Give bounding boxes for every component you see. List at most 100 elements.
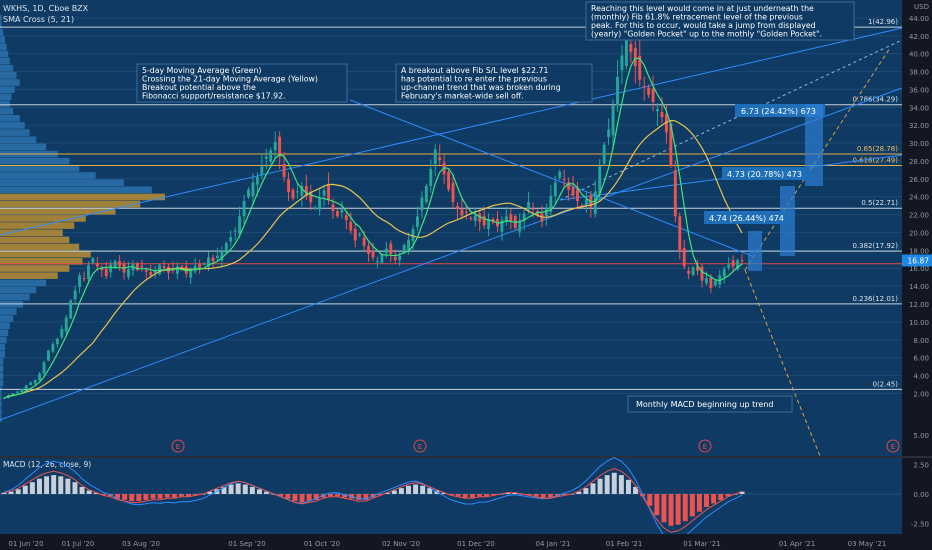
fib-level-label: 1(42.96) [868, 18, 898, 26]
candle-body [135, 263, 139, 271]
macd-tick-label: 2.50 [913, 462, 929, 470]
earnings-marker[interactable] [886, 439, 900, 453]
candle-body [664, 114, 668, 133]
candle-body [335, 211, 339, 217]
candle-body [367, 245, 370, 254]
candle-body [322, 190, 326, 196]
candle-body [709, 278, 713, 288]
macd-histogram-bar [661, 494, 667, 523]
candle-body [51, 344, 55, 352]
earnings-marker[interactable] [413, 439, 427, 453]
macd-histogram-bar [164, 494, 170, 498]
macd-histogram-bar [15, 489, 21, 494]
date-axis[interactable] [0, 534, 932, 550]
candle-body [593, 191, 597, 214]
volume-profile-bar [0, 64, 14, 72]
candle-body [527, 202, 531, 210]
volume-profile-bar [0, 308, 17, 315]
candle-body [344, 215, 348, 220]
volume-profile-bar [0, 286, 37, 294]
earnings-marker-label: E [176, 443, 180, 451]
candle-body [211, 257, 215, 262]
candle-body [104, 268, 108, 277]
candle-body [113, 261, 117, 268]
macd-histogram-bar [129, 494, 135, 502]
macd-tick-label: 5.00 [913, 432, 929, 440]
candle-body [42, 362, 46, 374]
candle-body [624, 40, 628, 67]
candle-body [78, 275, 82, 287]
macd-histogram-bar [533, 494, 539, 497]
candle-body [531, 208, 535, 210]
volume-profile-bar [0, 358, 4, 365]
candle-body [11, 393, 15, 396]
volume-profile-bar [0, 122, 25, 129]
fib-level-label: 0.236(12.01) [852, 295, 898, 303]
volume-profile-bar [0, 322, 10, 330]
macd-histogram-bar [398, 488, 404, 494]
macd-histogram-bar [363, 494, 369, 500]
earnings-marker-label: E [891, 443, 895, 451]
macd-axis[interactable] [902, 458, 932, 534]
macd-histogram-bar [335, 494, 341, 497]
candle-body [149, 271, 153, 276]
macd-histogram-bar [668, 494, 674, 526]
earnings-marker[interactable] [171, 439, 185, 453]
date-tick-label: 01 Jul '20 [62, 540, 95, 548]
price-tick-label: 40.00 [909, 51, 929, 59]
macd-histogram-bar [285, 494, 291, 499]
fib-level-label: 0(2.45) [872, 380, 898, 388]
price-tick-label: 38.00 [909, 69, 929, 77]
macd-line [3, 456, 743, 543]
price-tick-label: 34.00 [909, 104, 929, 112]
macd-histogram-bar [455, 494, 461, 497]
price-axis[interactable] [902, 0, 932, 456]
candle-body [207, 257, 210, 267]
macd-histogram-bar [320, 494, 326, 498]
candle-body [313, 207, 317, 209]
candle-body [20, 388, 24, 393]
target-range [805, 104, 823, 186]
candle-body [180, 266, 184, 270]
volume-profile-bar [0, 72, 17, 79]
candle-body [402, 244, 406, 253]
volume-profile-bar [0, 408, 2, 415]
candle-body [55, 338, 59, 345]
date-tick-label: 01 Sep '20 [228, 540, 265, 548]
volume-profile-bar [0, 336, 7, 344]
fib-level-label: 0.786(34.29) [852, 96, 898, 104]
date-tick-label: 01 Jun '20 [8, 540, 43, 548]
macd-histogram-bar [377, 494, 383, 496]
candle-body [242, 201, 246, 217]
candle-body [487, 219, 491, 230]
macd-histogram-bar [171, 494, 177, 498]
fib-level-label: 0.5(22.71) [861, 199, 898, 207]
earnings-marker[interactable] [698, 439, 712, 453]
volume-profile-bar [0, 50, 9, 58]
candle-body [416, 216, 419, 228]
candle-body [109, 264, 113, 273]
target-box [722, 167, 810, 180]
candle-body [33, 380, 37, 384]
candle-body [407, 239, 411, 250]
macd-histogram-bar [136, 494, 142, 502]
macd-histogram-bar [540, 494, 546, 498]
macd-pane [0, 458, 902, 534]
macd-histogram-bar [633, 486, 639, 494]
macd-histogram-bar [342, 494, 348, 498]
candle-body [64, 317, 68, 332]
candle-body [464, 211, 468, 213]
macd-histogram-bar [178, 494, 184, 497]
candle-body [224, 243, 228, 253]
volume-profile-bar [0, 401, 2, 408]
macd-histogram-bar [441, 492, 447, 494]
volume-profile-bar [0, 393, 2, 401]
candle-body [358, 234, 362, 236]
price-tick-label: 26.00 [909, 176, 929, 184]
candle-body [469, 217, 473, 220]
text-line: Crossing the 21-day Moving Average (Yell… [142, 75, 318, 84]
candle-body [451, 182, 455, 203]
macd-histogram-bar [100, 494, 106, 496]
candle-body [300, 185, 304, 196]
